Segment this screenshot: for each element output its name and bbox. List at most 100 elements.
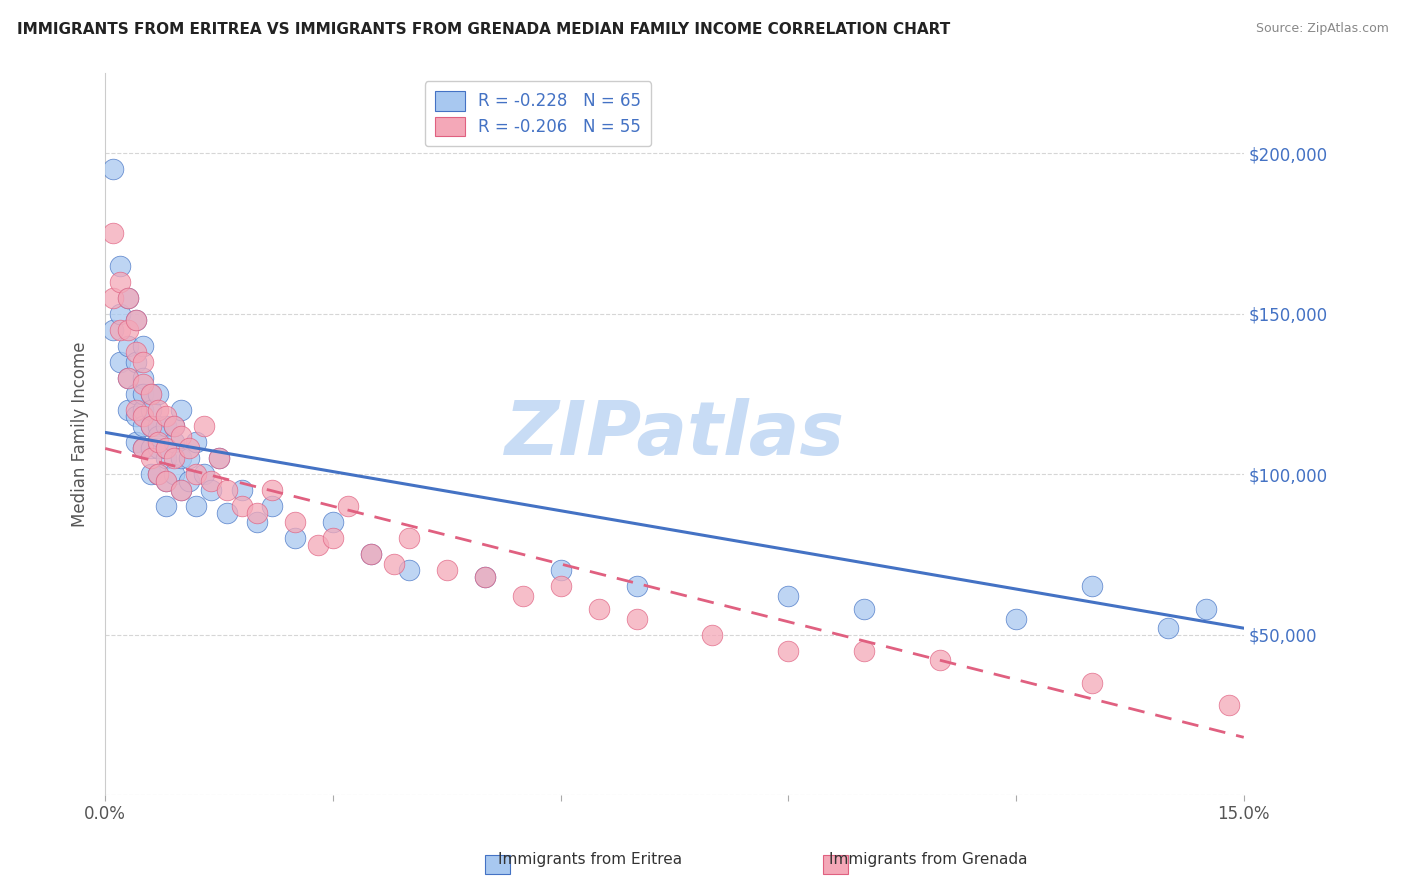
Point xyxy=(853,602,876,616)
Point xyxy=(124,313,146,327)
Point xyxy=(398,563,420,577)
Point xyxy=(162,419,184,434)
Point xyxy=(124,345,146,359)
Point xyxy=(101,227,124,241)
Text: Immigrants from Grenada: Immigrants from Grenada xyxy=(828,852,1028,867)
Point xyxy=(139,419,162,434)
Point xyxy=(117,403,139,417)
Point xyxy=(170,451,193,466)
Point xyxy=(170,483,193,498)
Point xyxy=(262,500,284,514)
Point xyxy=(101,323,124,337)
Point xyxy=(155,474,177,488)
Point xyxy=(132,377,155,392)
Point xyxy=(124,355,146,369)
Text: Immigrants from Eritrea: Immigrants from Eritrea xyxy=(499,852,682,867)
Point xyxy=(170,483,193,498)
Point xyxy=(1081,675,1104,690)
Point xyxy=(186,435,208,450)
Point xyxy=(929,653,952,667)
Text: IMMIGRANTS FROM ERITREA VS IMMIGRANTS FROM GRENADA MEDIAN FAMILY INCOME CORRELAT: IMMIGRANTS FROM ERITREA VS IMMIGRANTS FR… xyxy=(17,22,950,37)
Point xyxy=(1005,611,1028,625)
Point xyxy=(139,419,162,434)
Point xyxy=(208,451,231,466)
Point xyxy=(132,355,155,369)
Point xyxy=(474,570,496,584)
Point xyxy=(132,442,155,456)
Point xyxy=(148,403,170,417)
Point xyxy=(124,409,146,424)
Point xyxy=(550,579,572,593)
Point xyxy=(117,371,139,385)
Point xyxy=(382,557,405,571)
Point xyxy=(155,474,177,488)
Point xyxy=(110,307,132,321)
Text: ZIPatlas: ZIPatlas xyxy=(505,398,845,470)
Point xyxy=(101,162,124,177)
Point xyxy=(262,483,284,498)
Point xyxy=(110,259,132,273)
Point xyxy=(193,467,215,482)
Point xyxy=(139,442,162,456)
Point xyxy=(155,500,177,514)
Point xyxy=(1195,602,1218,616)
Point xyxy=(139,451,162,466)
Point xyxy=(139,387,162,401)
Point xyxy=(588,602,610,616)
Point xyxy=(1081,579,1104,593)
Point xyxy=(124,403,146,417)
Point xyxy=(702,627,724,641)
Point xyxy=(186,467,208,482)
Point xyxy=(215,483,238,498)
Point xyxy=(186,500,208,514)
Point xyxy=(193,419,215,434)
Point xyxy=(284,516,307,530)
Point xyxy=(360,547,382,561)
Point xyxy=(550,563,572,577)
Legend: R = -0.228   N = 65, R = -0.206   N = 55: R = -0.228 N = 65, R = -0.206 N = 55 xyxy=(425,81,651,146)
Point xyxy=(215,506,238,520)
Point xyxy=(322,532,344,546)
Point xyxy=(322,516,344,530)
Point xyxy=(132,339,155,353)
Point xyxy=(360,547,382,561)
Point xyxy=(398,532,420,546)
Point xyxy=(148,428,170,442)
Point xyxy=(1218,698,1240,713)
Point xyxy=(162,467,184,482)
Y-axis label: Median Family Income: Median Family Income xyxy=(72,342,89,527)
Point xyxy=(117,323,139,337)
Point xyxy=(124,387,146,401)
Text: Source: ZipAtlas.com: Source: ZipAtlas.com xyxy=(1256,22,1389,36)
Point xyxy=(139,387,162,401)
Point xyxy=(110,275,132,289)
Point xyxy=(132,409,155,424)
Point xyxy=(170,428,193,442)
Point xyxy=(117,291,139,305)
Point xyxy=(246,506,269,520)
Point xyxy=(200,483,222,498)
Point xyxy=(162,435,184,450)
Point xyxy=(132,419,155,434)
Point xyxy=(124,435,146,450)
Point xyxy=(853,643,876,657)
Point xyxy=(155,419,177,434)
Point xyxy=(110,323,132,337)
Point xyxy=(139,467,162,482)
Point xyxy=(337,500,360,514)
Point xyxy=(208,451,231,466)
Point xyxy=(177,451,200,466)
Point xyxy=(177,442,200,456)
Point xyxy=(626,611,648,625)
Point xyxy=(177,474,200,488)
Point xyxy=(148,467,170,482)
Point xyxy=(132,387,155,401)
Point xyxy=(148,419,170,434)
Point xyxy=(231,500,253,514)
Point xyxy=(436,563,458,577)
Point xyxy=(148,467,170,482)
Point xyxy=(626,579,648,593)
Point xyxy=(162,419,184,434)
Point xyxy=(101,291,124,305)
Point xyxy=(155,409,177,424)
